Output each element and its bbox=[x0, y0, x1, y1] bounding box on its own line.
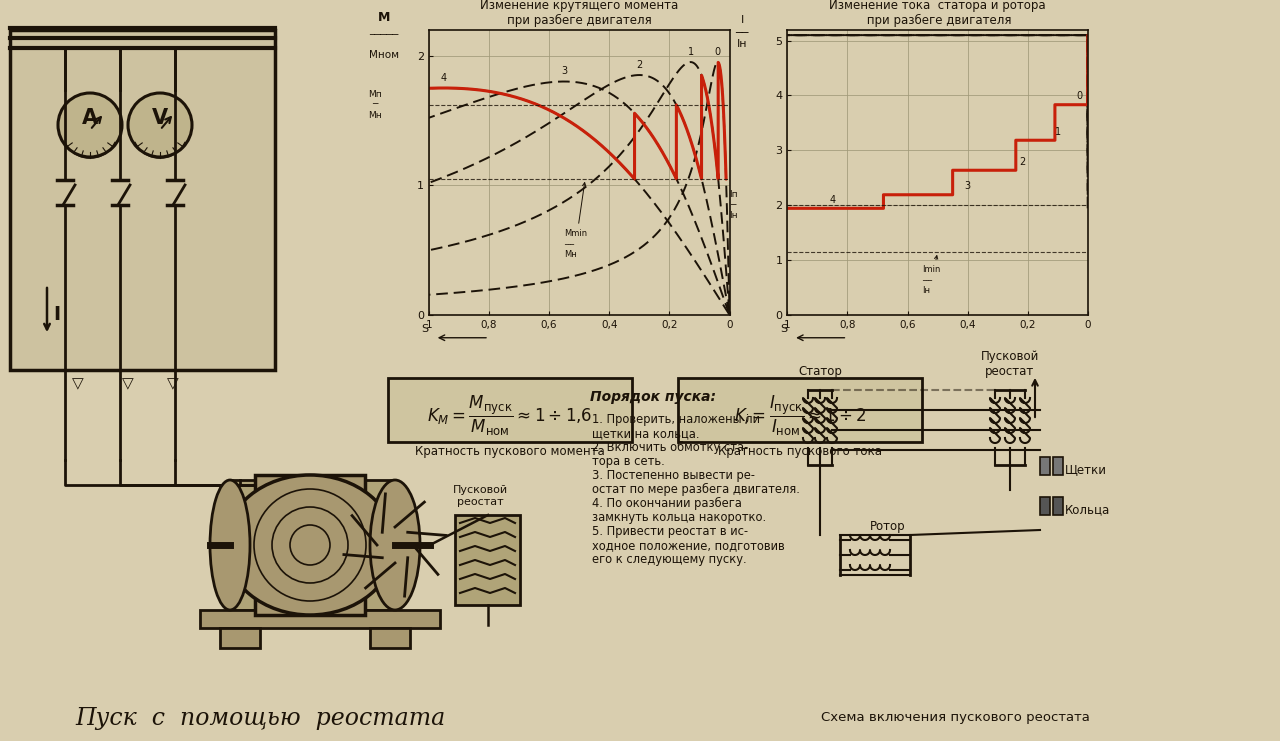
Text: V: V bbox=[152, 108, 168, 128]
Text: 0: 0 bbox=[1076, 91, 1082, 102]
Text: его к следующему пуску.: его к следующему пуску. bbox=[591, 553, 746, 566]
Text: 0: 0 bbox=[714, 47, 721, 57]
Text: замкнуть кольца накоротко.: замкнуть кольца накоротко. bbox=[591, 511, 767, 524]
Title: Изменение крутящего момента
при разбеге двигателя: Изменение крутящего момента при разбеге … bbox=[480, 0, 678, 27]
Text: Мном: Мном bbox=[369, 50, 398, 60]
Text: Кратность пускового момента: Кратность пускового момента bbox=[415, 445, 605, 459]
Text: 3: 3 bbox=[965, 182, 970, 191]
Title: Изменение тока  статора и ротора
 при разбеге двигателя: Изменение тока статора и ротора при разб… bbox=[829, 0, 1046, 27]
Text: тора в сеть.: тора в сеть. bbox=[591, 455, 664, 468]
Text: 3. Постепенно вывести ре-: 3. Постепенно вывести ре- bbox=[591, 469, 755, 482]
Text: 2: 2 bbox=[1019, 157, 1025, 167]
Text: S: S bbox=[780, 324, 787, 334]
Text: Щетки: Щетки bbox=[1065, 464, 1107, 476]
Text: ходное положение, подготовив: ходное положение, подготовив bbox=[591, 539, 785, 552]
Text: S: S bbox=[421, 324, 429, 334]
Text: Мп
─
Мн: Мп ─ Мн bbox=[367, 90, 381, 120]
Text: остат по мере разбега двигателя.: остат по мере разбега двигателя. bbox=[591, 483, 800, 496]
Text: Схема включения пускового реостата: Схема включения пускового реостата bbox=[820, 711, 1089, 725]
FancyBboxPatch shape bbox=[388, 378, 632, 442]
Text: ▽: ▽ bbox=[122, 376, 133, 391]
Bar bbox=[370, 628, 410, 648]
Bar bbox=[200, 610, 440, 628]
Ellipse shape bbox=[210, 480, 250, 610]
Text: Мmin
──
Мн: Мmin ── Мн bbox=[564, 182, 588, 259]
Bar bbox=[220, 628, 260, 648]
Text: Iп
─
Iн: Iп ─ Iн bbox=[728, 190, 737, 220]
Text: $K_M=\dfrac{M_{\rm пуск}}{M_{\rm ном}}\approx1\div1{,}6$: $K_M=\dfrac{M_{\rm пуск}}{M_{\rm ном}}\a… bbox=[428, 394, 593, 438]
Bar bbox=[1053, 457, 1062, 475]
Text: ▽: ▽ bbox=[166, 376, 179, 391]
Text: Порядок пуска:: Порядок пуска: bbox=[590, 390, 716, 404]
Text: $K_i=\dfrac{I_{\rm пуск}}{I_{\rm ном}}\approx1\div2$: $K_i=\dfrac{I_{\rm пуск}}{I_{\rm ном}}\a… bbox=[733, 394, 867, 438]
FancyBboxPatch shape bbox=[678, 378, 922, 442]
Text: Imin
──
Iн: Imin ── Iн bbox=[923, 256, 941, 295]
Bar bbox=[1053, 497, 1062, 515]
Text: Ротор: Ротор bbox=[870, 520, 906, 533]
Text: Пусковой
реостат: Пусковой реостат bbox=[980, 350, 1039, 378]
Text: M: M bbox=[378, 11, 390, 24]
Text: Пуск  с  помощью  реостата: Пуск с помощью реостата bbox=[74, 706, 445, 729]
Text: 1: 1 bbox=[687, 47, 694, 57]
Bar bbox=[10, 30, 275, 370]
Circle shape bbox=[58, 93, 122, 157]
Text: I: I bbox=[52, 305, 60, 324]
Text: ─────: ───── bbox=[369, 30, 398, 40]
Bar bbox=[1039, 457, 1050, 475]
Text: 3: 3 bbox=[561, 67, 567, 76]
Text: I
──
Iн: I ── Iн bbox=[735, 16, 749, 49]
Text: 2: 2 bbox=[636, 60, 643, 70]
Text: щетки на кольца.: щетки на кольца. bbox=[591, 427, 699, 440]
Text: Пусковой
реостат: Пусковой реостат bbox=[452, 485, 508, 507]
Text: 5. Привести реостат в ис-: 5. Привести реостат в ис- bbox=[591, 525, 748, 538]
Text: Кольца: Кольца bbox=[1065, 503, 1110, 516]
Text: Кратность пускового тока: Кратность пускового тока bbox=[718, 445, 882, 459]
Text: 1. Проверить, наложены ли: 1. Проверить, наложены ли bbox=[591, 413, 760, 426]
Text: 4. По окончании разбега: 4. По окончании разбега bbox=[591, 497, 742, 510]
Circle shape bbox=[128, 93, 192, 157]
Text: A: A bbox=[82, 108, 99, 128]
Text: Статор: Статор bbox=[797, 365, 842, 378]
Text: 4: 4 bbox=[440, 73, 447, 83]
Bar bbox=[454, 515, 520, 605]
Text: ▽: ▽ bbox=[72, 376, 83, 391]
Bar bbox=[230, 480, 396, 610]
Text: 4: 4 bbox=[829, 195, 836, 205]
Text: 2. Включить обмотку ста-: 2. Включить обмотку ста- bbox=[591, 441, 749, 454]
Text: 1: 1 bbox=[1055, 127, 1061, 137]
Ellipse shape bbox=[370, 480, 420, 610]
Bar bbox=[1039, 497, 1050, 515]
Ellipse shape bbox=[225, 475, 396, 615]
Bar bbox=[255, 475, 365, 615]
